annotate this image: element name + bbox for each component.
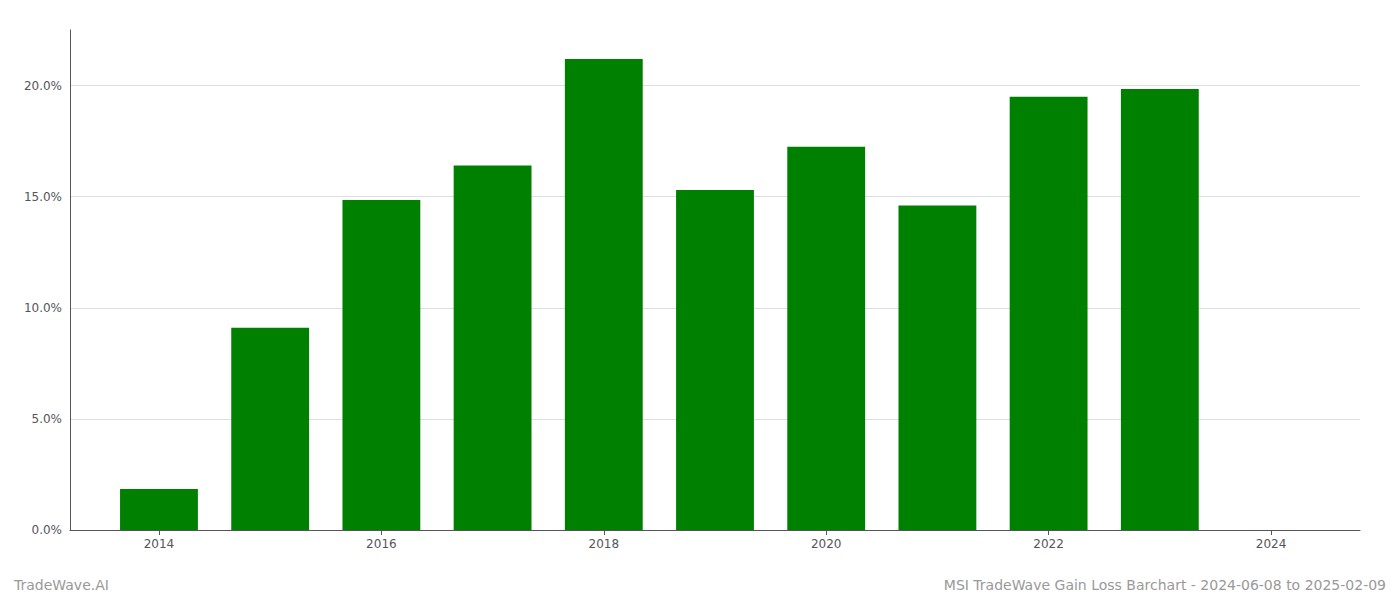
svg-text:2014: 2014: [144, 537, 175, 551]
svg-text:2018: 2018: [589, 537, 620, 551]
svg-text:2020: 2020: [811, 537, 842, 551]
svg-text:0.0%: 0.0%: [32, 523, 63, 537]
svg-text:2016: 2016: [366, 537, 397, 551]
svg-text:2024: 2024: [1256, 537, 1287, 551]
svg-text:20.0%: 20.0%: [24, 79, 62, 93]
svg-text:15.0%: 15.0%: [24, 190, 62, 204]
svg-text:MSI TradeWave Gain Loss Barcha: MSI TradeWave Gain Loss Barchart - 2024-…: [944, 577, 1386, 593]
svg-text:2022: 2022: [1033, 537, 1064, 551]
svg-text:TradeWave.AI: TradeWave.AI: [13, 577, 109, 593]
svg-text:10.0%: 10.0%: [24, 301, 62, 315]
svg-text:5.0%: 5.0%: [32, 412, 63, 426]
